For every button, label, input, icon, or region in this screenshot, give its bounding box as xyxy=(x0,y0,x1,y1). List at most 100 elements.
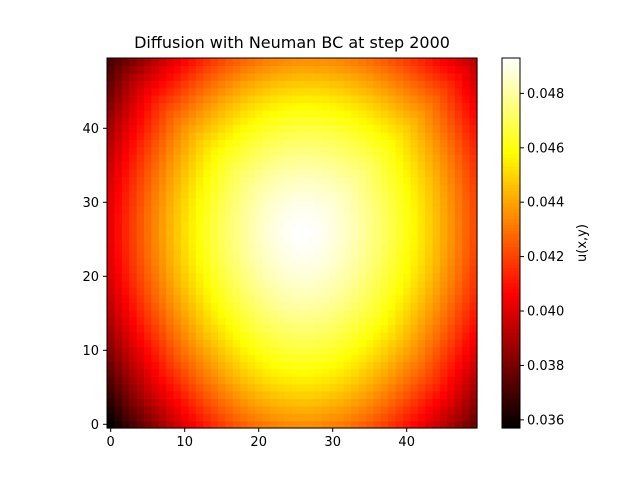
heatmap-cell xyxy=(469,213,478,222)
heatmap-cell xyxy=(158,302,167,311)
heatmap-cell xyxy=(136,391,145,399)
heatmap-cell xyxy=(181,324,189,333)
heatmap-cell xyxy=(321,250,330,259)
heatmap-cell xyxy=(395,302,404,311)
x-tick-label: 10 xyxy=(176,435,193,450)
colorbar-segment xyxy=(502,270,520,275)
heatmap-cell xyxy=(417,302,426,311)
heatmap-cell xyxy=(218,280,226,288)
heatmap-cell xyxy=(262,191,271,200)
heatmap-cell xyxy=(336,213,345,222)
colorbar-segment xyxy=(502,378,520,383)
heatmap-cell xyxy=(255,346,263,355)
heatmap-cell xyxy=(255,265,263,274)
heatmap-cell xyxy=(425,287,434,296)
heatmap-cell xyxy=(336,65,345,74)
heatmap-cell xyxy=(292,183,300,192)
heatmap-cell xyxy=(277,220,286,229)
heatmap-cell xyxy=(129,191,138,200)
heatmap-cell xyxy=(395,376,404,385)
heatmap-cell xyxy=(366,257,374,266)
heatmap-cell xyxy=(284,198,293,207)
heatmap-cell xyxy=(144,294,152,303)
heatmap-cell xyxy=(343,220,352,229)
heatmap-cell xyxy=(277,294,286,303)
heatmap-cell xyxy=(277,361,286,370)
heatmap-cell xyxy=(447,243,456,251)
heatmap-cell xyxy=(336,339,345,348)
heatmap-cell xyxy=(284,420,293,429)
heatmap-cell xyxy=(395,309,404,318)
heatmap-cell xyxy=(329,146,337,155)
heatmap-cell xyxy=(173,368,182,377)
heatmap-cell xyxy=(447,139,456,148)
heatmap-cell xyxy=(262,213,271,222)
colorbar-segment xyxy=(502,233,520,238)
heatmap-cell xyxy=(380,339,389,348)
heatmap-cell xyxy=(269,220,278,229)
heatmap-cell xyxy=(351,191,360,200)
heatmap-cell xyxy=(395,228,404,237)
heatmap-cell xyxy=(232,183,241,192)
heatmap-cell xyxy=(321,132,330,140)
heatmap-cell xyxy=(299,294,308,303)
heatmap-cell xyxy=(321,220,330,229)
heatmap-cell xyxy=(425,72,434,81)
heatmap-cell xyxy=(380,383,389,392)
heatmap-cell xyxy=(129,117,138,126)
heatmap-cell xyxy=(306,265,315,274)
heatmap-cell xyxy=(158,146,167,155)
heatmap-cell xyxy=(158,272,167,281)
heatmap-cell xyxy=(269,391,278,399)
heatmap-cell xyxy=(284,257,293,266)
heatmap-cell xyxy=(158,117,167,126)
heatmap-cell xyxy=(269,228,278,237)
heatmap-cell xyxy=(107,117,115,126)
heatmap-cell xyxy=(292,235,300,244)
heatmap-cell xyxy=(351,383,360,392)
heatmap-cell xyxy=(255,376,263,385)
heatmap-cell xyxy=(380,95,389,103)
heatmap-cell xyxy=(388,72,397,81)
heatmap-cell xyxy=(269,331,278,340)
heatmap-cell xyxy=(173,361,182,370)
heatmap-cell xyxy=(225,405,234,414)
heatmap-cell xyxy=(284,265,293,274)
heatmap-cell xyxy=(314,257,323,266)
heatmap-cell xyxy=(292,124,300,133)
heatmap-cell xyxy=(351,257,360,266)
heatmap-cell xyxy=(343,58,352,66)
heatmap-cell xyxy=(232,398,241,407)
heatmap-cell xyxy=(454,228,463,237)
heatmap-cell xyxy=(255,146,263,155)
heatmap-cell xyxy=(321,58,330,66)
heatmap-cell xyxy=(203,228,212,237)
heatmap-cell xyxy=(277,368,286,377)
heatmap-cell xyxy=(284,191,293,200)
heatmap-cell xyxy=(247,309,256,318)
heatmap-cell xyxy=(114,124,123,133)
heatmap-cell xyxy=(292,398,300,407)
heatmap-cell xyxy=(173,87,182,96)
heatmap-cell xyxy=(440,265,448,274)
heatmap-cell xyxy=(425,117,434,126)
heatmap-cell xyxy=(173,346,182,355)
heatmap-cell xyxy=(403,280,411,288)
heatmap-cell xyxy=(232,132,241,140)
heatmap-cell xyxy=(151,95,160,103)
heatmap-cell xyxy=(121,280,130,288)
heatmap-cell xyxy=(203,72,212,81)
heatmap-cell xyxy=(173,109,182,118)
heatmap-cell xyxy=(269,368,278,377)
heatmap-cell xyxy=(107,272,115,281)
heatmap-cell xyxy=(188,302,197,311)
heatmap-cell xyxy=(240,265,249,274)
y-tick-label: 30 xyxy=(82,196,99,211)
heatmap-cell xyxy=(195,294,204,303)
heatmap-cell xyxy=(454,361,463,370)
heatmap-cell xyxy=(469,376,478,385)
heatmap-cell xyxy=(425,294,434,303)
heatmap-cell xyxy=(195,287,204,296)
heatmap-cell xyxy=(247,146,256,155)
